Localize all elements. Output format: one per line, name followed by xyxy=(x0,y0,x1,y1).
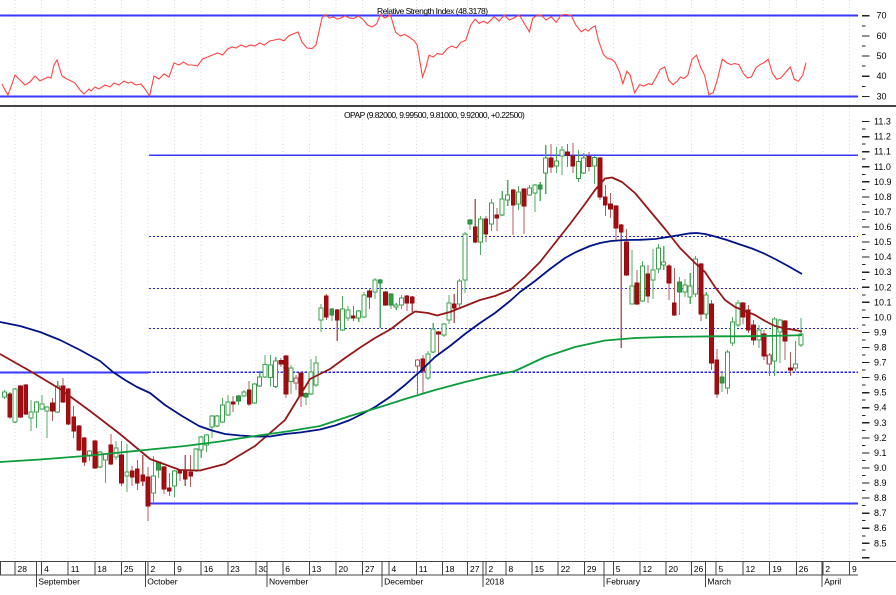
svg-text:8.6: 8.6 xyxy=(874,523,887,533)
svg-text:20: 20 xyxy=(669,564,679,574)
svg-text:9: 9 xyxy=(852,564,857,574)
svg-text:11: 11 xyxy=(71,564,80,574)
svg-text:2: 2 xyxy=(825,564,830,574)
svg-text:11.0: 11.0 xyxy=(874,162,891,172)
svg-text:November: November xyxy=(269,577,308,587)
svg-text:8: 8 xyxy=(509,564,514,574)
svg-text:2: 2 xyxy=(489,564,494,574)
svg-text:13: 13 xyxy=(312,564,322,574)
svg-text:5: 5 xyxy=(616,564,621,574)
svg-text:27: 27 xyxy=(365,564,375,574)
svg-text:10.4: 10.4 xyxy=(874,252,892,262)
svg-text:23: 23 xyxy=(230,564,240,574)
svg-text:10.0: 10.0 xyxy=(874,312,892,322)
svg-text:9.3: 9.3 xyxy=(874,418,887,428)
svg-text:11.1: 11.1 xyxy=(874,147,891,157)
svg-text:9.9: 9.9 xyxy=(874,327,887,337)
svg-text:5: 5 xyxy=(719,564,724,574)
svg-text:28: 28 xyxy=(18,564,28,574)
svg-text:60: 60 xyxy=(876,31,886,41)
svg-text:4: 4 xyxy=(392,564,397,574)
svg-text:9.7: 9.7 xyxy=(874,358,887,368)
svg-text:22: 22 xyxy=(561,564,571,574)
svg-text:9.1: 9.1 xyxy=(874,448,887,458)
svg-text:29: 29 xyxy=(587,564,597,574)
svg-text:70: 70 xyxy=(876,11,886,21)
svg-text:8.5: 8.5 xyxy=(874,538,887,548)
svg-text:OPAP (9.82000, 9.99500, 9.8100: OPAP (9.82000, 9.99500, 9.81000, 9.92000… xyxy=(344,110,525,120)
svg-text:9.4: 9.4 xyxy=(874,403,887,413)
svg-text:11.2: 11.2 xyxy=(874,132,891,142)
svg-text:26: 26 xyxy=(799,564,809,574)
svg-text:50: 50 xyxy=(876,51,886,61)
svg-text:27: 27 xyxy=(470,564,480,574)
svg-text:8.8: 8.8 xyxy=(874,493,887,503)
svg-text:10.6: 10.6 xyxy=(874,222,892,232)
svg-text:25: 25 xyxy=(124,564,134,574)
svg-text:30: 30 xyxy=(259,564,269,574)
svg-text:20: 20 xyxy=(339,564,349,574)
svg-text:10.3: 10.3 xyxy=(874,267,892,277)
svg-text:September: September xyxy=(38,577,80,587)
svg-text:11: 11 xyxy=(419,564,428,574)
svg-text:October: October xyxy=(147,577,177,587)
svg-text:40: 40 xyxy=(876,71,886,81)
svg-text:Relative Strength Index (48.31: Relative Strength Index (48.3178) xyxy=(377,6,488,16)
svg-text:26: 26 xyxy=(694,564,704,574)
svg-text:12: 12 xyxy=(643,564,653,574)
svg-text:2: 2 xyxy=(151,564,156,574)
svg-text:4: 4 xyxy=(44,564,49,574)
svg-text:December: December xyxy=(384,577,423,587)
svg-text:30: 30 xyxy=(876,91,886,101)
svg-text:February: February xyxy=(606,577,641,587)
svg-text:8.7: 8.7 xyxy=(874,508,887,518)
svg-text:9.2: 9.2 xyxy=(874,433,887,443)
svg-text:9.0: 9.0 xyxy=(874,463,887,473)
svg-text:April: April xyxy=(824,577,841,587)
svg-text:19: 19 xyxy=(772,564,782,574)
svg-text:10.8: 10.8 xyxy=(874,192,892,202)
svg-text:9.5: 9.5 xyxy=(874,388,887,398)
svg-text:15: 15 xyxy=(535,564,545,574)
svg-text:9: 9 xyxy=(177,564,182,574)
svg-text:9.8: 9.8 xyxy=(874,343,887,353)
svg-text:8.9: 8.9 xyxy=(874,478,887,488)
svg-text:10.5: 10.5 xyxy=(874,237,892,247)
svg-text:10.7: 10.7 xyxy=(874,207,892,217)
svg-text:2018: 2018 xyxy=(485,577,504,587)
svg-text:10.1: 10.1 xyxy=(874,297,892,307)
svg-text:10.2: 10.2 xyxy=(874,282,892,292)
svg-text:March: March xyxy=(707,577,731,587)
svg-text:18: 18 xyxy=(445,564,455,574)
svg-text:10.9: 10.9 xyxy=(874,177,892,187)
svg-text:12: 12 xyxy=(746,564,756,574)
svg-text:6: 6 xyxy=(285,564,290,574)
svg-text:16: 16 xyxy=(204,564,214,574)
svg-text:9.6: 9.6 xyxy=(874,373,887,383)
svg-text:18: 18 xyxy=(97,564,107,574)
svg-text:11.3: 11.3 xyxy=(874,117,891,127)
